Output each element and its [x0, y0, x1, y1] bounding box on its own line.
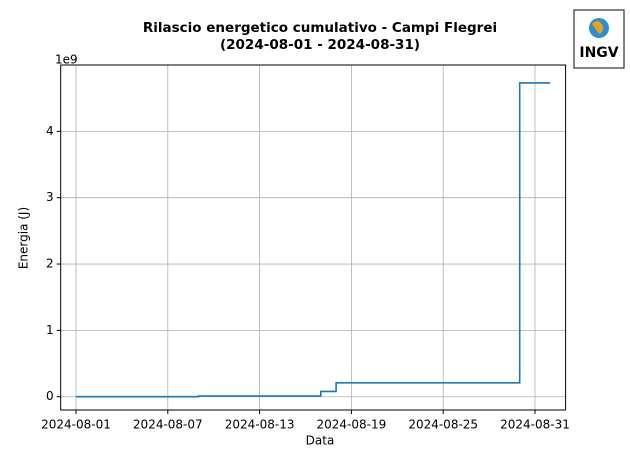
- logo-shape: [592, 21, 604, 34]
- chart-title: Rilascio energetico cumulativo - Campi F…: [143, 20, 497, 36]
- x-tick-label: 2024-08-19: [317, 418, 387, 432]
- y-tick-label: 4: [46, 124, 54, 138]
- step-line: [76, 82, 551, 398]
- x-tick-label: 2024-08-31: [500, 418, 570, 432]
- chart-subtitle: (2024-08-01 - 2024-08-31): [220, 37, 420, 53]
- y-tick-label: 0: [46, 389, 54, 403]
- x-tick-label: 2024-08-13: [225, 418, 295, 432]
- y-tick-label: 2: [46, 257, 54, 271]
- logo-text: INGV: [579, 45, 618, 61]
- x-tick-label: 2024-08-07: [133, 418, 203, 432]
- plot-frame: [60, 64, 567, 411]
- x-axis-label: Data: [306, 434, 335, 448]
- y-axis-label: Energia (J): [17, 207, 31, 269]
- y-tick-label: 3: [46, 190, 54, 204]
- y-tick-label: 1: [46, 323, 54, 337]
- x-tick-label: 2024-08-01: [41, 418, 111, 432]
- y-offset-label: 1e9: [55, 53, 78, 67]
- x-tick-label: 2024-08-25: [408, 418, 478, 432]
- logo: INGV: [573, 9, 625, 69]
